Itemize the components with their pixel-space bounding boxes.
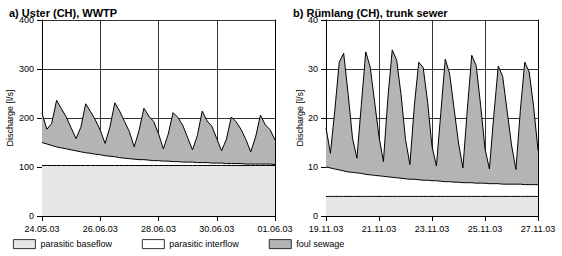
svg-text:24.05.03: 24.05.03 [24,224,59,234]
svg-text:10: 10 [308,162,318,172]
svg-text:Discharge [l/s]: Discharge [l/s] [295,89,305,146]
svg-text:23.11.03: 23.11.03 [415,224,449,234]
svg-text:400: 400 [19,15,34,25]
svg-text:b) Rümlang (CH), trunk sewer: b) Rümlang (CH), trunk sewer [293,7,448,19]
svg-text:300: 300 [19,64,34,74]
svg-text:parasitic interflow: parasitic interflow [169,239,239,249]
svg-text:26.06.03: 26.06.03 [83,224,118,234]
svg-text:40: 40 [308,15,318,25]
svg-text:28.06.03: 28.06.03 [141,224,176,234]
svg-text:25.11.03: 25.11.03 [468,224,502,234]
svg-text:21.11.03: 21.11.03 [362,224,396,234]
svg-text:Discharge [l/s]: Discharge [l/s] [5,89,15,146]
svg-text:19.11.03: 19.11.03 [309,224,343,234]
svg-text:a) Uster (CH), WWTP: a) Uster (CH), WWTP [9,7,117,19]
svg-text:100: 100 [19,162,34,172]
svg-text:parasitic baseflow: parasitic baseflow [40,239,112,249]
svg-text:0: 0 [313,211,318,221]
svg-text:200: 200 [19,113,34,123]
svg-text:foul sewage: foul sewage [296,239,344,249]
svg-text:20: 20 [308,113,318,123]
svg-text:30: 30 [308,64,318,74]
svg-text:30.06.03: 30.06.03 [199,224,234,234]
svg-text:27.11.03: 27.11.03 [521,224,555,234]
svg-text:0: 0 [29,211,34,221]
svg-text:01.06.03: 01.06.03 [257,224,292,234]
